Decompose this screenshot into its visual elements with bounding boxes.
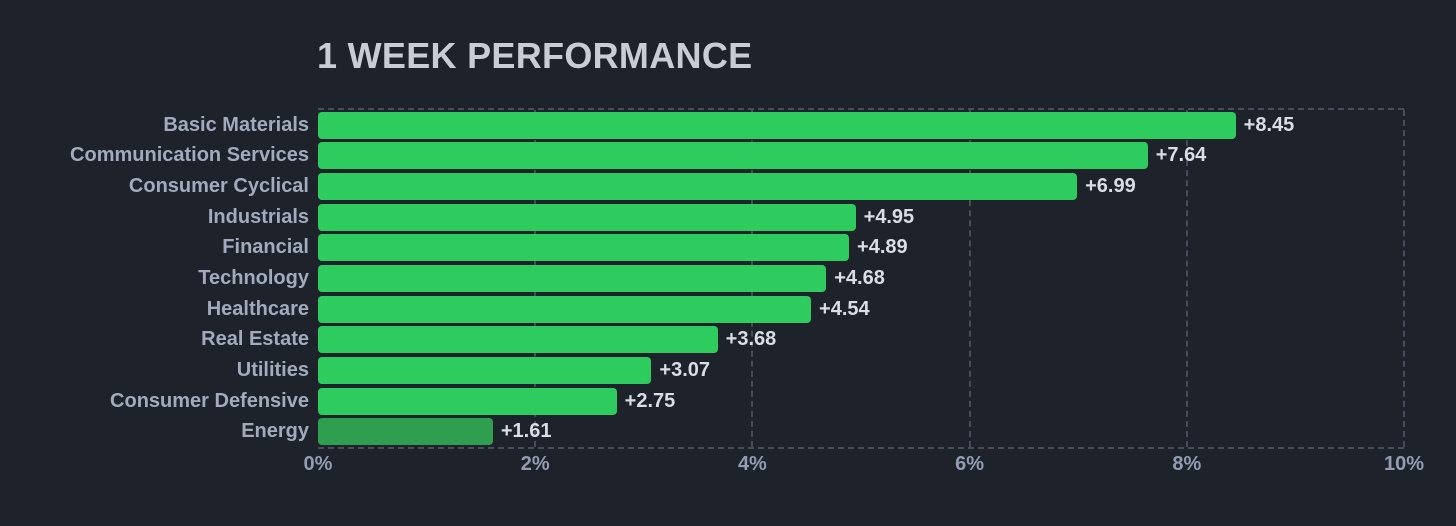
bar[interactable] xyxy=(318,173,1078,201)
chart-title: 1 WEEK PERFORMANCE xyxy=(317,35,753,76)
value-label: +3.07 xyxy=(659,358,710,381)
bar[interactable] xyxy=(318,111,1236,139)
value-label: +8.45 xyxy=(1243,113,1295,136)
category-label: Consumer Defensive xyxy=(110,389,309,412)
category-label: Communication Services xyxy=(70,144,309,167)
gridline xyxy=(968,110,971,447)
x-tick-label: 10% xyxy=(1383,453,1425,475)
bar[interactable] xyxy=(318,142,1148,170)
bar[interactable] xyxy=(318,387,617,415)
x-axis-tick-labels: 0% 2% 4% 6% 8% 10% xyxy=(304,453,1424,479)
value-label: +7.64 xyxy=(1155,144,1207,167)
bar[interactable] xyxy=(318,356,652,384)
bar[interactable] xyxy=(318,265,827,293)
value-label: +4.89 xyxy=(857,236,908,259)
bar-row: Healthcare +4.54 xyxy=(207,294,1404,325)
value-label: +1.61 xyxy=(500,420,552,443)
bar[interactable] xyxy=(318,326,718,354)
bar-rows: Basic Materials +8.45 Communication Servic… xyxy=(70,110,1404,447)
x-tick-label: 8% xyxy=(1172,453,1202,475)
category-label: Utilities xyxy=(236,358,309,381)
bar-row: Technology +4.68 xyxy=(198,263,1404,294)
category-label: Energy xyxy=(241,420,309,443)
value-label: +2.75 xyxy=(624,389,676,412)
category-label: Financial xyxy=(222,236,309,259)
value-label: +4.68 xyxy=(834,267,885,290)
bar-row: Industrials +4.95 xyxy=(208,202,1404,233)
bar-row: Utilities +3.07 xyxy=(237,355,1404,386)
category-label: Healthcare xyxy=(206,297,309,320)
category-label: Real Estate xyxy=(201,328,309,351)
bar-row: Real Estate +3.68 xyxy=(201,324,1404,355)
bar-row: Consumer Defensive +2.75 xyxy=(110,386,1404,417)
x-tick-label: 2% xyxy=(520,453,550,475)
bar[interactable] xyxy=(318,203,856,231)
value-label: +6.99 xyxy=(1085,175,1136,198)
value-label: +3.68 xyxy=(725,328,777,351)
bar-row: Communication Services +7.64 xyxy=(70,141,1404,172)
category-label: Basic Materials xyxy=(163,113,309,136)
x-tick-label: 6% xyxy=(955,453,985,475)
bar[interactable] xyxy=(318,234,850,262)
gridline xyxy=(1403,110,1405,447)
category-label: Consumer Cyclical xyxy=(128,175,309,198)
category-label: Industrials xyxy=(207,205,309,228)
x-tick-label: 4% xyxy=(737,453,767,475)
category-label: Technology xyxy=(198,267,309,290)
x-tick-label: 0% xyxy=(303,453,333,475)
plot-area: Basic Materials +8.45 Communication Servic… xyxy=(70,108,1405,449)
value-label: +4.95 xyxy=(863,205,915,228)
bar-row: Financial +4.89 xyxy=(222,233,1404,264)
bar-row: Energy +1.61 xyxy=(241,416,1404,447)
gridline xyxy=(1185,110,1188,447)
value-label: +4.54 xyxy=(819,297,870,320)
bar[interactable] xyxy=(318,418,493,446)
bar[interactable] xyxy=(318,295,812,323)
bar-row: Consumer Cyclical +6.99 xyxy=(129,171,1404,202)
bar-row: Basic Materials +8.45 xyxy=(163,110,1404,141)
